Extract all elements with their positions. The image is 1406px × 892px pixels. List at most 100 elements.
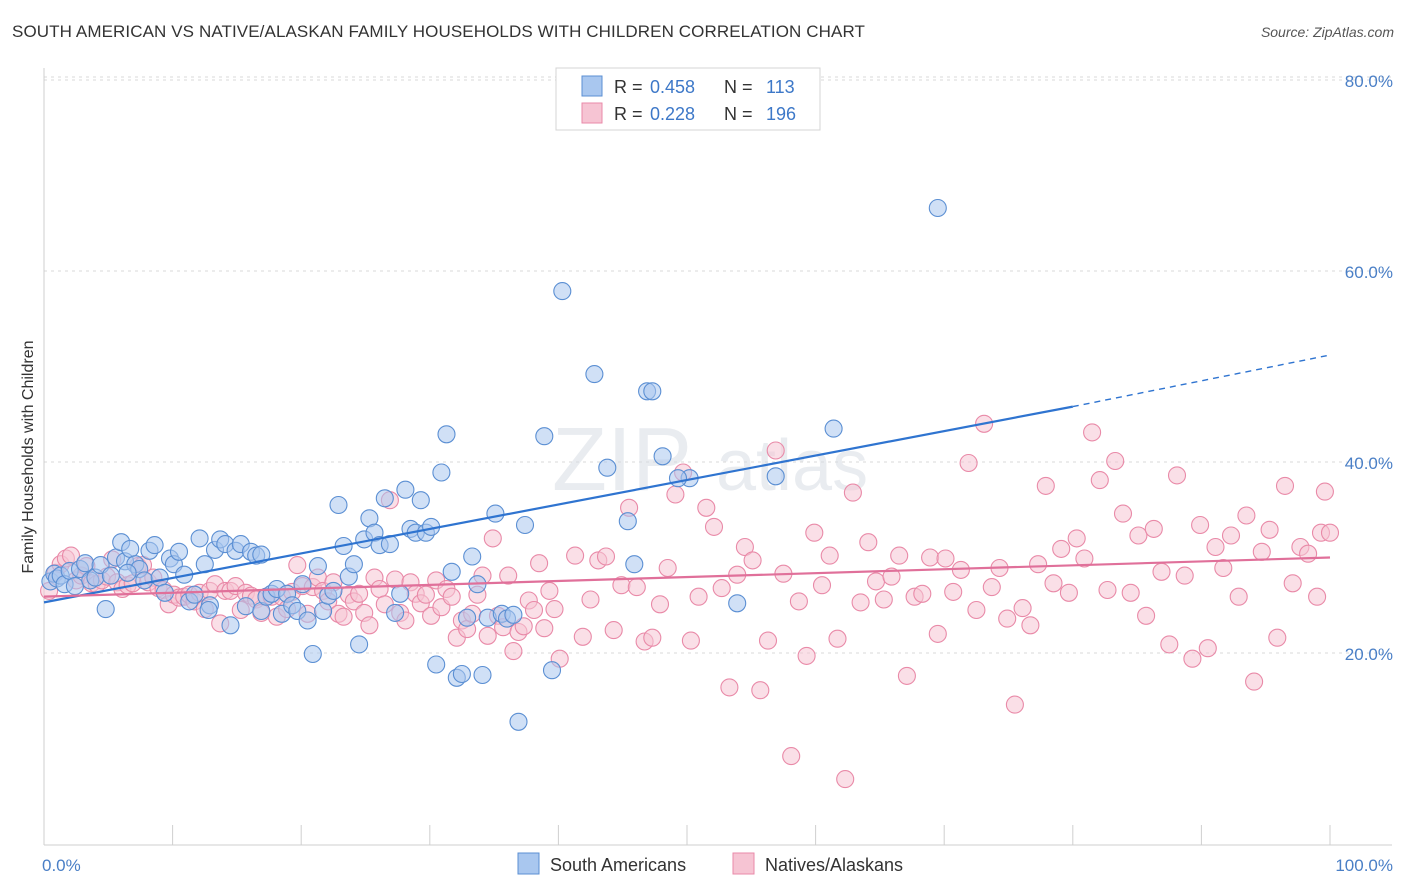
natives-alaskans-point-78: [442, 587, 461, 606]
south-americans-point-92: [509, 712, 528, 731]
legend-swatch-blue: [581, 75, 603, 97]
south-americans-point-74: [411, 491, 430, 510]
natives-alaskans-point-116: [689, 587, 708, 606]
natives-alaskans-point-199: [1320, 523, 1340, 542]
source-attribution: Source: ZipAtlas.com: [1260, 24, 1394, 40]
south-americans-point-61: [344, 555, 363, 574]
natives-alaskans-point-60: [350, 584, 369, 603]
south-americans-point-94: [535, 427, 554, 446]
y-tick-label-40: 40.0%: [1345, 454, 1393, 473]
natives-alaskans-point-131: [805, 523, 824, 542]
natives-alaskans-point-132: [812, 576, 832, 595]
natives-alaskans-point-62: [360, 616, 379, 635]
natives-alaskans-point-184: [1214, 558, 1233, 578]
natives-alaskans-point-134: [828, 629, 847, 648]
natives-alaskans-point-186: [1229, 587, 1248, 606]
south-americans-point-102: [643, 382, 662, 401]
south-americans-point-108: [928, 198, 947, 218]
legend-swatch-south-americans: [517, 852, 540, 875]
south-americans-point-67: [375, 489, 394, 508]
natives-alaskans-point-179: [1175, 566, 1194, 585]
natives-alaskans-point-125: [758, 631, 778, 650]
south-americans-point-80: [442, 562, 461, 581]
south-americans-point-106: [766, 467, 785, 486]
south-americans-point-17: [121, 539, 140, 558]
natives-alaskans-point-174: [1137, 606, 1156, 625]
natives-alaskans-point-191: [1268, 628, 1287, 647]
chart-title: SOUTH AMERICAN VS NATIVE/ALASKAN FAMILY …: [12, 22, 865, 41]
natives-alaskans-point-142: [890, 546, 909, 565]
natives-alaskans-point-135: [836, 770, 855, 789]
south-americans-point-77: [427, 655, 446, 674]
natives-alaskans-point-128: [782, 747, 801, 766]
natives-alaskans-point-94: [524, 600, 544, 620]
trend-line-south-americans: [43, 405, 1074, 604]
natives-alaskans-point-152: [967, 600, 986, 620]
south-americans-point-79: [437, 425, 456, 444]
south-americans-point-31: [190, 529, 209, 548]
y-tick-label-80: 80.0%: [1345, 72, 1393, 91]
natives-alaskans-point-180: [1183, 649, 1202, 668]
legend-swatch-pink: [581, 102, 603, 124]
natives-alaskans-point-159: [1021, 616, 1040, 635]
natives-alaskans-point-122: [735, 537, 754, 557]
natives-alaskans-point-112: [658, 558, 677, 578]
natives-alaskans-point-98: [545, 600, 564, 619]
natives-alaskans-point-193: [1283, 574, 1302, 593]
natives-alaskans-point-130: [797, 646, 816, 665]
natives-alaskans-point-96: [535, 619, 554, 638]
natives-alaskans-point-170: [1106, 451, 1125, 471]
south-americans-point-51: [293, 575, 312, 594]
natives-alaskans-point-110: [643, 628, 662, 647]
natives-alaskans-point-133: [820, 546, 839, 565]
y-tick-label-60: 60.0%: [1345, 263, 1393, 282]
natives-alaskans-point-86: [483, 529, 502, 548]
natives-alaskans-point-162: [1044, 574, 1063, 593]
natives-alaskans-point-64: [370, 579, 389, 599]
natives-alaskans-point-192: [1275, 476, 1295, 495]
natives-alaskans-point-95: [530, 554, 549, 573]
south-americans-point-84: [463, 547, 482, 566]
natives-alaskans-point-73: [416, 585, 435, 604]
watermark-atlas: atlas: [716, 426, 868, 506]
south-americans-point-82: [452, 664, 471, 684]
natives-alaskans-point-176: [1152, 562, 1171, 581]
natives-alaskans-point-126: [766, 441, 785, 460]
natives-alaskans-point-119: [712, 579, 731, 598]
natives-alaskans-point-104: [596, 547, 616, 566]
south-americans-point-111: [199, 600, 218, 620]
natives-alaskans-point-156: [998, 609, 1017, 628]
legend-r-value-pink: 0.228: [650, 104, 695, 124]
x-tick-label-0: 0.0%: [42, 856, 81, 875]
natives-alaskans-point-90: [504, 642, 523, 661]
legend-n-value-blue: 113: [766, 77, 795, 97]
natives-alaskans-point-108: [627, 578, 646, 597]
natives-alaskans-point-117: [697, 498, 716, 517]
legend-n-label-pink: N =: [724, 104, 753, 124]
natives-alaskans-point-196: [1308, 587, 1327, 606]
natives-alaskans-point-158: [1013, 599, 1032, 618]
legend-r-label-pink: R =: [614, 104, 643, 124]
natives-alaskans-point-48: [288, 556, 307, 575]
south-americans-point-83: [458, 608, 477, 627]
south-americans-point-105: [728, 594, 747, 613]
natives-alaskans-point-124: [751, 681, 770, 700]
south-americans-point-103: [653, 447, 672, 466]
natives-alaskans-point-157: [1005, 695, 1024, 714]
natives-alaskans-point-151: [959, 453, 978, 473]
south-americans-point-96: [553, 282, 572, 301]
legend-label-south-americans: South Americans: [550, 855, 686, 875]
natives-alaskans-point-181: [1191, 515, 1210, 535]
legend-label-natives-alaskans: Natives/Alaskans: [765, 855, 903, 875]
south-americans-point-58: [329, 495, 348, 515]
south-americans-point-95: [542, 661, 562, 680]
south-americans-point-13: [101, 566, 120, 585]
south-americans-point-70: [391, 584, 410, 603]
natives-alaskans-point-168: [1090, 471, 1109, 490]
south-americans-point-100: [625, 555, 644, 574]
tick-labels: 20.0% 40.0% 60.0% 80.0% 0.0% 100.0%: [42, 72, 1393, 875]
natives-alaskans-point-169: [1098, 580, 1117, 600]
natives-alaskans-point-111: [650, 595, 670, 614]
legend-r-value-blue: 0.458: [650, 77, 695, 97]
